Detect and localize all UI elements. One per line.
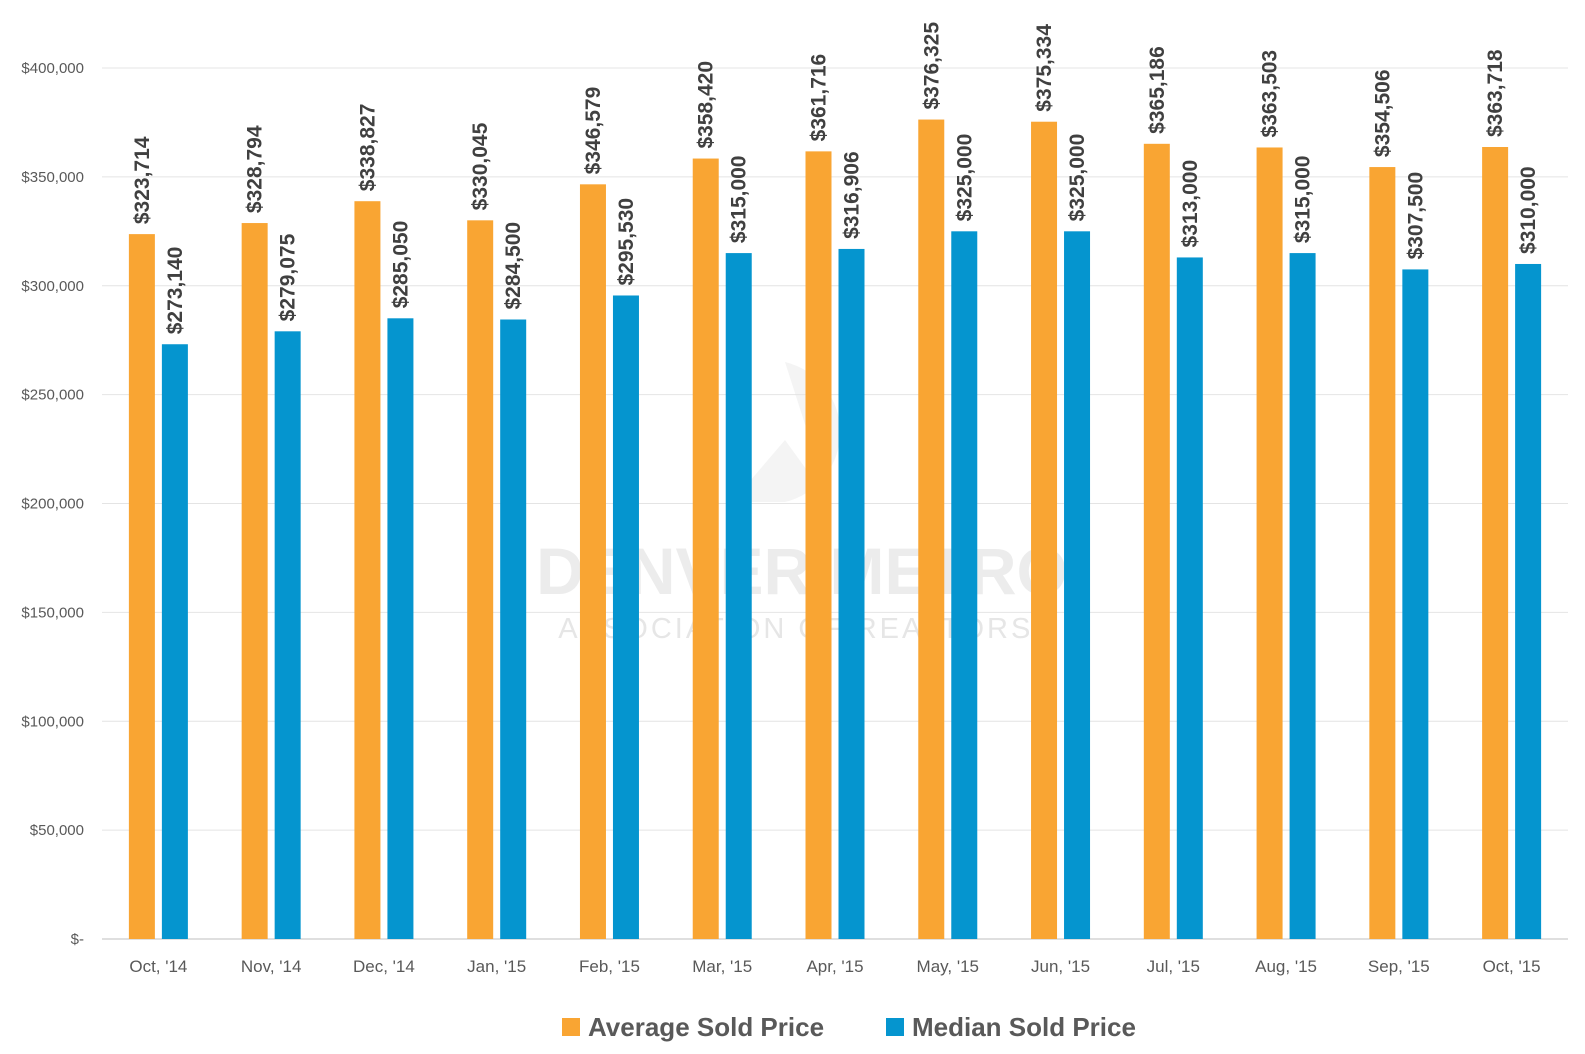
y-tick-label: $350,000 xyxy=(21,169,84,186)
data-label-median: $273,140 xyxy=(164,247,187,335)
data-label-average: $361,716 xyxy=(808,54,831,142)
data-label-median: $284,500 xyxy=(502,222,525,310)
bar-median xyxy=(387,318,414,940)
data-label-average: $354,506 xyxy=(1371,69,1394,157)
data-label-median: $310,000 xyxy=(1517,166,1540,254)
data-label-median: $325,000 xyxy=(1066,134,1089,222)
data-label-median: $307,500 xyxy=(1404,172,1427,260)
data-label-average: $365,186 xyxy=(1146,46,1169,134)
bar-median xyxy=(1515,263,1542,940)
data-label-average: $375,334 xyxy=(1033,24,1056,112)
y-tick-label: $100,000 xyxy=(21,713,84,730)
bar-median xyxy=(274,331,301,939)
y-tick-label: $400,000 xyxy=(21,60,84,77)
data-label-median: $325,000 xyxy=(953,134,976,222)
bar-median xyxy=(838,248,865,939)
x-tick-label: May, '15 xyxy=(917,957,979,976)
y-tick-label: $150,000 xyxy=(21,604,84,621)
bar-average xyxy=(1482,147,1509,940)
x-tick-label: Mar, '15 xyxy=(692,957,752,976)
y-axis: $- $50,000 $100,000 $150,000 $200,000 $250,00… xyxy=(21,60,84,948)
y-tick-label: $300,000 xyxy=(21,278,84,295)
x-tick-label: Oct, '15 xyxy=(1483,957,1541,976)
x-tick-label: Feb, '15 xyxy=(579,957,640,976)
data-labels: $323,714 $273,140 $328,794 $279,075 $338,827… xyxy=(131,22,1540,335)
y-tick-label: $- xyxy=(71,931,84,948)
bar-average xyxy=(692,158,719,939)
bar-average xyxy=(805,151,832,939)
legend-label-average: Average Sold Price xyxy=(588,1012,824,1042)
bar-median xyxy=(725,253,752,939)
x-tick-label: Aug, '15 xyxy=(1255,957,1317,976)
bar-average xyxy=(1031,121,1058,940)
data-label-median: $316,906 xyxy=(841,151,864,239)
x-tick-label: Dec, '14 xyxy=(353,957,415,976)
y-tick-label: $200,000 xyxy=(21,496,84,513)
legend-swatch-median xyxy=(886,1018,904,1036)
data-label-average: $323,714 xyxy=(131,136,154,224)
x-tick-label: Jun, '15 xyxy=(1031,957,1090,976)
bar-average xyxy=(241,223,268,939)
bar-median xyxy=(161,344,188,939)
bar-average xyxy=(918,119,945,940)
bar-median xyxy=(951,231,978,939)
bar-average xyxy=(128,234,155,939)
legend-swatch-average xyxy=(562,1018,580,1036)
x-tick-label: Oct, '14 xyxy=(129,957,187,976)
bar-average xyxy=(579,184,606,940)
data-label-median: $315,000 xyxy=(728,155,751,243)
x-tick-label: Apr, '15 xyxy=(806,957,863,976)
data-label-median: $279,075 xyxy=(277,233,300,321)
data-label-average: $328,794 xyxy=(244,125,267,213)
bar-average xyxy=(1369,167,1396,940)
legend: Average Sold Price Median Sold Price xyxy=(562,1012,1136,1042)
data-label-average: $363,718 xyxy=(1484,49,1507,137)
gridlines xyxy=(102,67,1568,940)
data-label-average: $363,503 xyxy=(1259,50,1282,138)
bar-median xyxy=(1289,253,1316,939)
y-tick-label: $250,000 xyxy=(21,387,84,404)
bar-median xyxy=(500,319,527,940)
bar-median xyxy=(1402,269,1429,939)
data-label-median: $313,000 xyxy=(1179,160,1202,248)
data-label-average: $346,579 xyxy=(582,87,605,175)
x-tick-label: Nov, '14 xyxy=(241,957,302,976)
bar-average xyxy=(467,220,494,939)
bar-average xyxy=(1256,147,1283,939)
bar-average xyxy=(1143,143,1170,939)
data-label-average: $358,420 xyxy=(695,61,718,149)
legend-label-median: Median Sold Price xyxy=(912,1012,1136,1042)
bars xyxy=(128,119,1542,940)
x-tick-label: Jul, '15 xyxy=(1147,957,1200,976)
data-label-average: $330,045 xyxy=(469,122,492,210)
data-label-median: $315,000 xyxy=(1292,155,1315,243)
x-tick-label: Sep, '15 xyxy=(1368,957,1430,976)
bar-median xyxy=(1064,231,1091,939)
x-tick-label: Jan, '15 xyxy=(467,957,526,976)
y-tick-label: $50,000 xyxy=(30,822,84,839)
bar-median xyxy=(612,295,639,940)
bar-average xyxy=(354,201,381,939)
bar-median xyxy=(1176,257,1203,939)
x-axis: Oct, '14 Nov, '14 Dec, '14 Jan, '15 Feb, '15… xyxy=(129,957,1540,976)
data-label-average: $376,325 xyxy=(920,22,943,110)
data-label-average: $338,827 xyxy=(356,104,379,192)
data-label-median: $285,050 xyxy=(389,221,412,309)
data-label-median: $295,530 xyxy=(615,198,638,286)
